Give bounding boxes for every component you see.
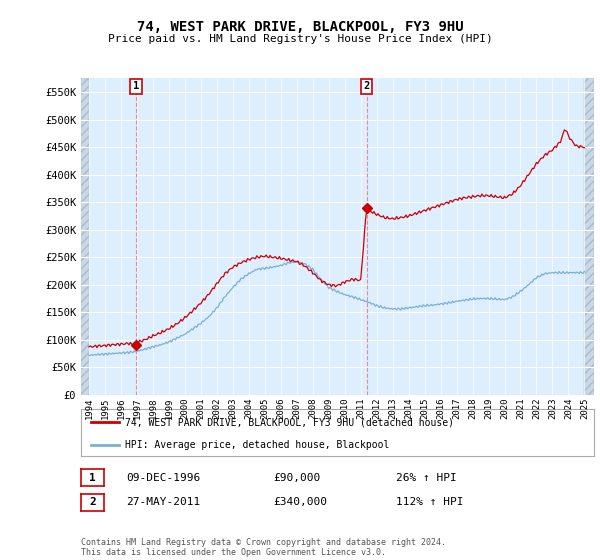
Text: 2008: 2008 (308, 398, 317, 419)
Text: £90,000: £90,000 (273, 473, 320, 483)
Text: 2025: 2025 (580, 398, 589, 419)
Text: 74, WEST PARK DRIVE, BLACKPOOL, FY3 9HU (detached house): 74, WEST PARK DRIVE, BLACKPOOL, FY3 9HU … (125, 417, 454, 427)
Text: 2005: 2005 (260, 398, 269, 419)
Text: Contains HM Land Registry data © Crown copyright and database right 2024.
This d: Contains HM Land Registry data © Crown c… (81, 538, 446, 557)
Text: 2019: 2019 (484, 398, 493, 419)
Text: 2023: 2023 (548, 398, 557, 419)
Text: 2021: 2021 (516, 398, 525, 419)
Text: 2003: 2003 (229, 398, 238, 419)
Text: 2016: 2016 (436, 398, 445, 419)
Text: Price paid vs. HM Land Registry's House Price Index (HPI): Price paid vs. HM Land Registry's House … (107, 34, 493, 44)
Text: 2000: 2000 (181, 398, 190, 419)
Text: 1994: 1994 (85, 398, 94, 419)
Text: 2011: 2011 (356, 398, 365, 419)
Text: 2018: 2018 (468, 398, 477, 419)
Text: HPI: Average price, detached house, Blackpool: HPI: Average price, detached house, Blac… (125, 440, 389, 450)
Text: 2015: 2015 (420, 398, 429, 419)
Text: 2004: 2004 (244, 398, 253, 419)
Text: 2006: 2006 (276, 398, 285, 419)
Text: £340,000: £340,000 (273, 497, 327, 507)
Text: 2012: 2012 (372, 398, 381, 419)
Text: 1996: 1996 (116, 398, 125, 419)
Text: 1: 1 (89, 473, 96, 483)
Text: 2007: 2007 (292, 398, 301, 419)
Text: 2009: 2009 (324, 398, 333, 419)
Text: 2014: 2014 (404, 398, 413, 419)
Text: 112% ↑ HPI: 112% ↑ HPI (396, 497, 464, 507)
Text: 2: 2 (89, 497, 96, 507)
Text: 1999: 1999 (164, 398, 173, 419)
Text: 1997: 1997 (133, 398, 142, 419)
Text: 2: 2 (364, 81, 370, 91)
Text: 2022: 2022 (532, 398, 541, 419)
Text: 2010: 2010 (340, 398, 349, 419)
Text: 1995: 1995 (100, 398, 109, 419)
Polygon shape (584, 78, 594, 395)
Text: 2001: 2001 (196, 398, 205, 419)
Text: 2017: 2017 (452, 398, 461, 419)
Text: 2024: 2024 (564, 398, 573, 419)
Text: 2002: 2002 (212, 398, 221, 419)
Text: 1998: 1998 (148, 398, 157, 419)
Text: 1: 1 (133, 81, 139, 91)
Text: 27-MAY-2011: 27-MAY-2011 (126, 497, 200, 507)
Text: 74, WEST PARK DRIVE, BLACKPOOL, FY3 9HU: 74, WEST PARK DRIVE, BLACKPOOL, FY3 9HU (137, 20, 463, 34)
Text: 26% ↑ HPI: 26% ↑ HPI (396, 473, 457, 483)
Polygon shape (81, 78, 89, 395)
Text: 2013: 2013 (388, 398, 397, 419)
Text: 09-DEC-1996: 09-DEC-1996 (126, 473, 200, 483)
Text: 2020: 2020 (500, 398, 509, 419)
